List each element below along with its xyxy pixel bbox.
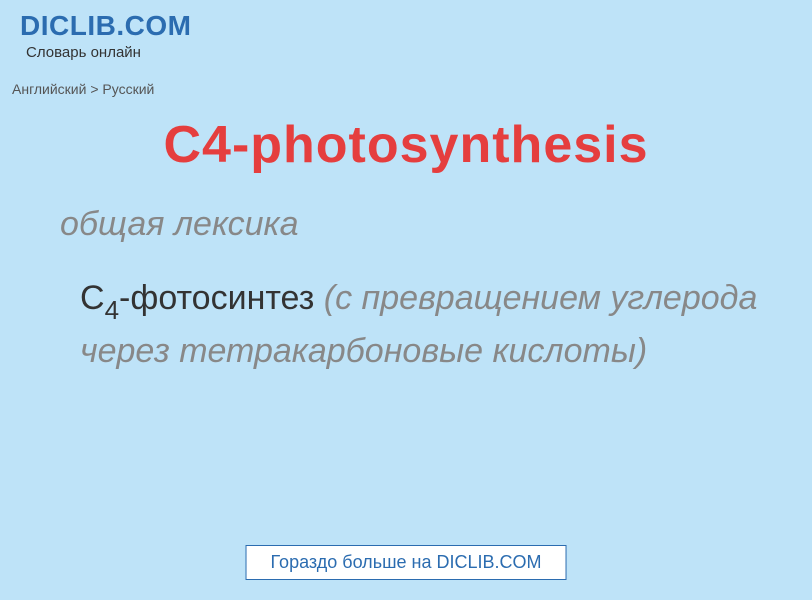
definition-suffix: -фотосинтез [119, 279, 314, 317]
header: DICLIB.COM Словарь онлайн [0, 0, 812, 69]
definition-subscript: 4 [105, 295, 119, 325]
tagline: Словарь онлайн [26, 44, 792, 61]
term-title: C4-photosynthesis [0, 115, 812, 175]
definition-main: C4-фотосинтез [80, 279, 314, 317]
more-link[interactable]: Гораздо больше на DICLIB.COM [246, 545, 567, 580]
category-label: общая лексика [0, 205, 812, 244]
definition-text: C4-фотосинтез (с превращением углерода ч… [0, 274, 812, 377]
breadcrumb[interactable]: Английский > Русский [0, 69, 812, 105]
definition-prefix: C [80, 279, 105, 317]
logo[interactable]: DICLIB.COM [20, 10, 792, 42]
